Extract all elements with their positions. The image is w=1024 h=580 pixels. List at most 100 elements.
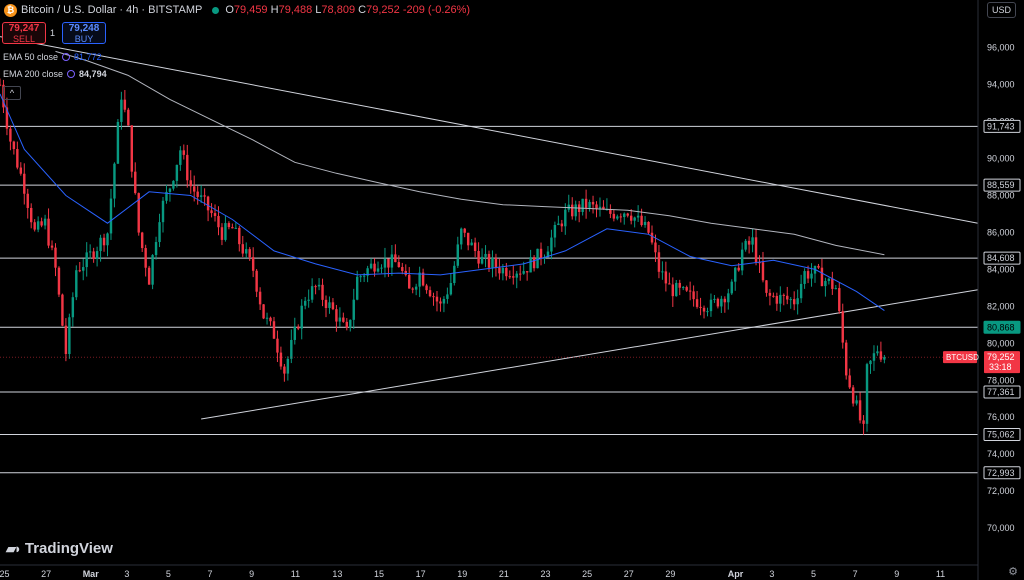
candle-body	[571, 204, 574, 217]
candle-body	[692, 291, 695, 300]
x-tick-label: 27	[41, 569, 51, 579]
candle-body	[283, 366, 286, 374]
level-price-label: 88,559	[987, 180, 1015, 190]
candle-body	[591, 201, 595, 205]
candle-body	[536, 248, 539, 269]
candle-body	[643, 221, 647, 226]
candle-body	[883, 357, 886, 360]
candle-body	[716, 298, 720, 307]
ema50-legend[interactable]: EMA 50 close 81,772	[3, 52, 102, 62]
candle-body	[297, 326, 300, 329]
candle-body	[359, 276, 362, 278]
candle-body	[248, 249, 251, 258]
candle-body	[123, 99, 127, 110]
y-tick-label: 72,000	[987, 486, 1015, 496]
symbol-tag	[943, 351, 977, 364]
candle-body	[355, 276, 359, 300]
level-price-tag	[983, 428, 1021, 442]
buy-button[interactable]: 79,248 BUY	[62, 22, 106, 44]
candle-body	[664, 271, 668, 284]
candle-body	[272, 321, 276, 339]
candle-body	[19, 167, 23, 174]
candle-body	[754, 237, 758, 263]
candle-body	[16, 149, 19, 168]
candle-body	[50, 245, 54, 248]
candle-body	[487, 253, 491, 268]
candle-body	[241, 244, 244, 254]
indicator-settings-icon[interactable]	[62, 53, 71, 61]
candle-body	[127, 109, 130, 126]
symbol-title[interactable]: Bitcoin / U.S. Dollar · 4h · BITSTAMP	[21, 4, 203, 16]
candle-body	[442, 298, 446, 304]
sell-button[interactable]: 79,247 SELL	[2, 22, 46, 44]
candle-body	[88, 251, 92, 253]
candle-body	[147, 267, 151, 285]
candle-body	[203, 195, 206, 197]
candle-body	[525, 271, 529, 273]
candle-body	[82, 267, 85, 271]
candle-body	[855, 400, 858, 404]
candle-body	[255, 270, 258, 292]
candle-body	[709, 299, 713, 312]
candle-body	[747, 240, 751, 245]
level-price-tag	[983, 119, 1021, 133]
candle-body	[113, 163, 116, 199]
candle-body	[532, 257, 536, 269]
candle-body	[477, 250, 480, 264]
candle-body	[206, 196, 210, 211]
candle-body	[71, 297, 75, 318]
candle-body	[310, 286, 314, 300]
ema200-legend[interactable]: EMA 200 close 84,794	[3, 69, 107, 79]
candle-body	[68, 317, 71, 355]
candle-body	[47, 218, 50, 246]
candle-body	[26, 193, 29, 208]
level-price-label: 91,743	[987, 121, 1015, 131]
candle-body	[688, 290, 692, 292]
candle-body	[775, 295, 779, 304]
candle-body	[869, 360, 872, 365]
candle-body	[116, 121, 120, 164]
candle-body	[303, 300, 307, 306]
current-price-label: 79,252	[987, 352, 1015, 362]
candle-body	[182, 150, 186, 155]
candle-body	[730, 281, 733, 294]
level-price-label: 84,608	[987, 253, 1015, 263]
candle-body	[539, 248, 543, 259]
spread-value: 1	[50, 28, 56, 38]
x-tick-label: 25	[0, 569, 9, 579]
candle-body	[134, 171, 137, 194]
candle-body	[321, 284, 324, 300]
candle-body	[501, 267, 505, 274]
indicator-settings-icon[interactable]	[67, 70, 76, 78]
candle-body	[23, 173, 26, 194]
candle-body	[418, 272, 421, 287]
candle-body	[64, 325, 68, 355]
candle-body	[446, 294, 449, 299]
y-tick-label: 78,000	[987, 375, 1015, 385]
candle-body	[172, 180, 175, 189]
candle-body	[179, 150, 182, 165]
candle-body	[265, 317, 269, 319]
candle-body	[196, 191, 199, 197]
candle-body	[57, 267, 61, 295]
candle-body	[484, 253, 487, 257]
tradingview-logo-icon: ▰◗	[6, 540, 22, 556]
candle-body	[439, 301, 442, 304]
collapse-legend-button[interactable]: ^	[3, 86, 21, 100]
candle-body	[75, 270, 78, 298]
candle-body	[588, 201, 591, 208]
candle-body	[293, 326, 297, 340]
tradingview-logo[interactable]: ▰◗ TradingView	[6, 540, 113, 557]
candle-body	[390, 254, 394, 268]
candle-body	[362, 275, 366, 277]
currency-selector[interactable]: USD	[986, 2, 1016, 18]
candle-body	[574, 204, 577, 217]
price-change: -209 (-0.26%)	[402, 4, 471, 16]
candle-body	[557, 223, 560, 225]
candle-body	[744, 240, 747, 250]
candle-body	[54, 247, 57, 268]
candle-body	[335, 309, 338, 322]
gear-icon[interactable]: ⚙	[1008, 566, 1018, 578]
candle-body	[217, 215, 220, 228]
